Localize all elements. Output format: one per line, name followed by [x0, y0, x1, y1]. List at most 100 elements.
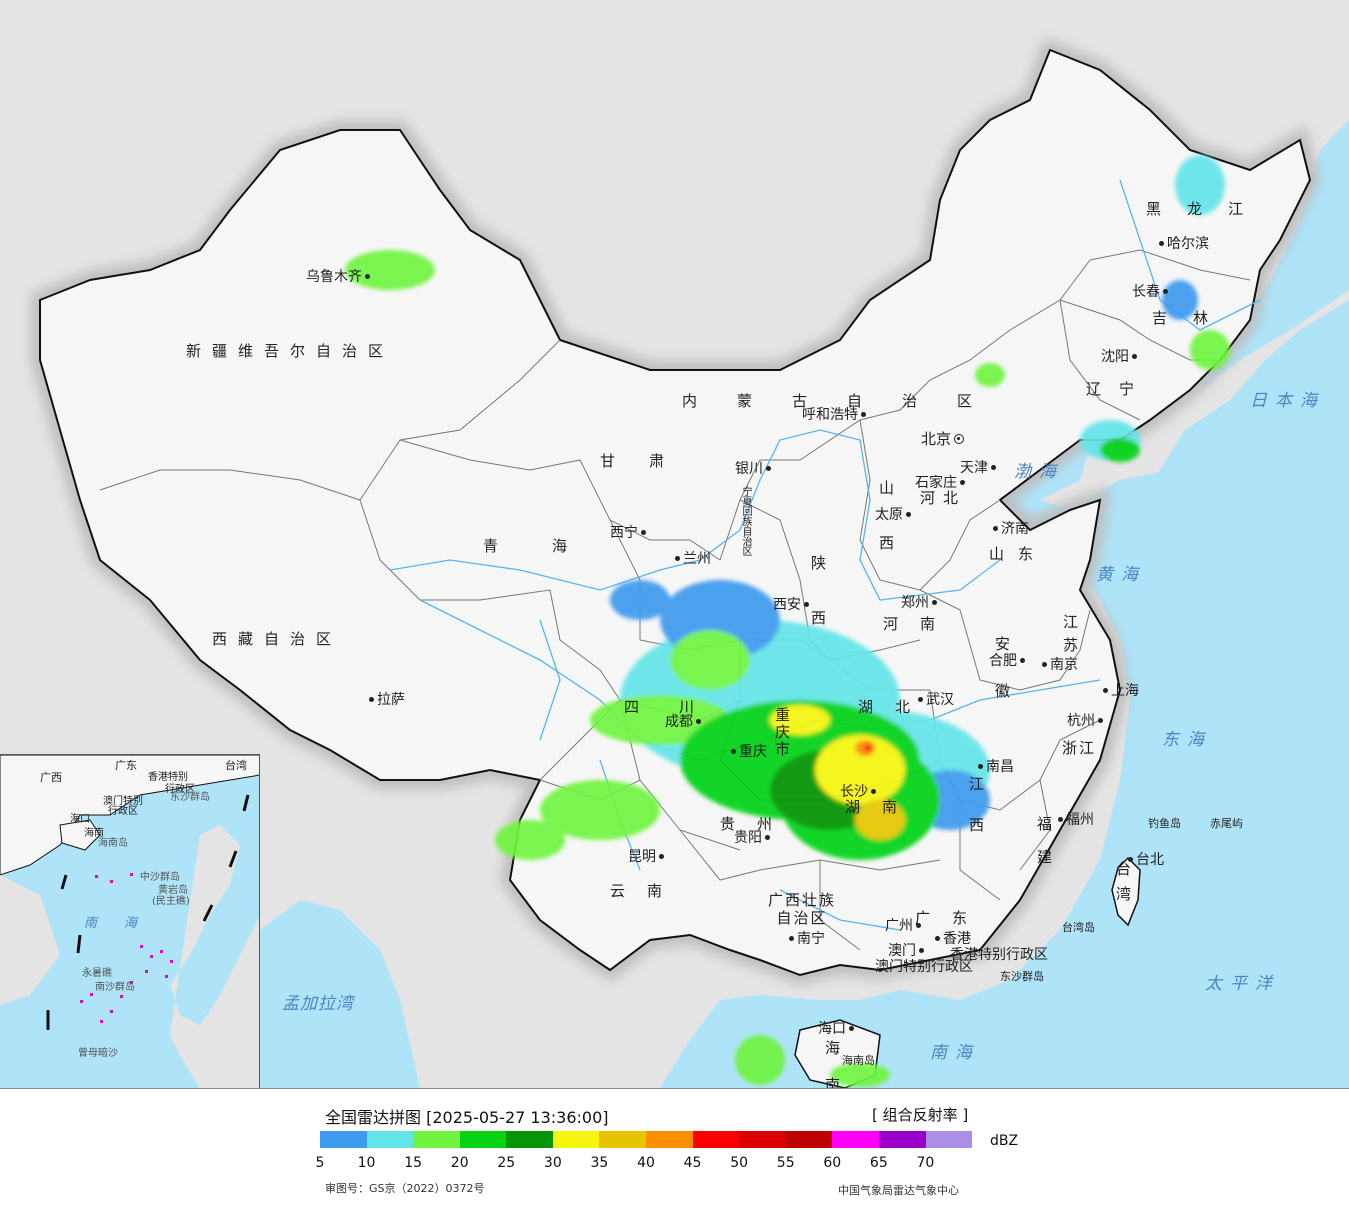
color-swatch — [692, 1131, 740, 1148]
city-lhasa: 拉萨 — [366, 693, 405, 707]
inset-label-nansha: 南沙群岛 — [95, 982, 135, 993]
city-dot-icon — [861, 411, 866, 417]
sea-label-japan: 日本海 — [1250, 391, 1325, 411]
city-xining: 西宁 — [610, 526, 649, 540]
city-label: 南昌 — [986, 759, 1014, 775]
inset-label-hai: 海 — [124, 916, 138, 931]
city-beijing: 北京 — [921, 432, 967, 447]
sea-label-bengal: 孟加拉湾 — [282, 994, 354, 1014]
region-heilongjiang: 黑龙江 — [1146, 200, 1270, 218]
color-swatch — [785, 1131, 833, 1148]
taiwan-island — [1111, 856, 1141, 927]
inset-label-hainan: 海南 — [84, 828, 104, 839]
city-wuhan: 武汉 — [915, 693, 954, 707]
color-swatch — [739, 1131, 786, 1148]
city-taiyuan: 太原 — [875, 508, 914, 522]
legend-unit: dBZ — [990, 1133, 1019, 1149]
city-dot-icon — [935, 935, 940, 941]
inset-label-nan: 南 — [84, 916, 98, 931]
city-nanning: 南宁 — [786, 932, 825, 946]
sea-label-bohai: 渤海 — [1014, 462, 1064, 482]
region-shaanxi: 陕西 — [809, 555, 827, 665]
inset-canvas — [0, 755, 259, 1088]
city-label: 台北 — [1136, 852, 1164, 868]
region-tibet: 西藏自治区 — [212, 630, 343, 648]
city-label: 贵阳 — [734, 830, 762, 846]
city-nanchang: 南昌 — [975, 760, 1014, 774]
city-label: 福州 — [1066, 812, 1094, 828]
city-label: 香港 — [943, 931, 971, 947]
scale-tick-label: 65 — [869, 1155, 888, 1171]
scale-tick-label: 50 — [730, 1155, 749, 1171]
sea-label-south: 南海 — [930, 1043, 980, 1063]
review-number: 审图号：GS京（2022）0372号 — [325, 1182, 485, 1195]
inset-label-hainan-island: 海南岛 — [98, 838, 128, 849]
city-shanghai: 上海 — [1100, 684, 1139, 698]
region-neimenggu: 内蒙古自治区 — [682, 392, 1013, 410]
inset-label-guangdong: 广东 — [115, 759, 137, 772]
city-jinan: 济南 — [990, 522, 1029, 536]
label-taiwan-island: 台湾岛 — [1062, 921, 1095, 934]
region-hunan: 湖南 — [845, 798, 920, 816]
city-dot-icon — [789, 935, 794, 941]
color-scale-ticks: 5 10 15 20 25 30 35 40 45 50 55 60 65 70 — [0, 1155, 1349, 1173]
city-dot-icon — [991, 464, 996, 470]
sea-bengal — [260, 900, 420, 1088]
city-dot-icon — [1042, 661, 1047, 667]
city-label: 重庆 — [739, 744, 767, 760]
city-dot-icon — [369, 696, 374, 702]
data-source: 中国气象局雷达气象中心 — [838, 1184, 959, 1197]
city-changsha: 长沙 — [840, 785, 879, 799]
city-urumqi: 乌鲁木齐 — [306, 270, 373, 284]
city-dot-icon — [765, 834, 770, 840]
region-gansu: 甘肃 — [600, 452, 699, 470]
sea-label-yellow: 黄海 — [1096, 565, 1146, 585]
region-shandong: 山东 — [989, 545, 1048, 563]
city-chongqing: 重庆 — [728, 745, 767, 759]
city-dot-icon — [641, 529, 646, 535]
city-hohhot: 呼和浩特 — [802, 408, 869, 422]
color-swatch — [925, 1131, 973, 1148]
inset-label-yongshu: 永暑礁 — [82, 968, 112, 979]
inset-label-huangyan: 黄岩岛 — [158, 885, 188, 896]
city-macau: 澳门 — [888, 944, 927, 958]
inset-label-hk: 香港特别 — [148, 772, 188, 783]
region-shanxi: 山西 — [877, 480, 895, 590]
legend-panel: 全国雷达拼图 [2025-05-27 13:36:00] [ 组合反射率 ] d… — [0, 1089, 1349, 1208]
color-swatch — [646, 1131, 693, 1148]
inset-label-minzhu: (民主礁) — [152, 896, 190, 907]
scale-tick-label: 70 — [916, 1155, 935, 1171]
city-dot-icon — [1103, 687, 1108, 693]
city-haikou: 海口 — [818, 1022, 857, 1036]
sea-label-east: 东海 — [1162, 730, 1212, 750]
sea-label-pacific: 太平洋 — [1205, 974, 1280, 994]
scale-tick-label: 5 — [315, 1155, 325, 1171]
city-label: 广州 — [885, 918, 913, 934]
scale-tick-label: 20 — [450, 1155, 469, 1171]
city-shenyang: 沈阳 — [1101, 350, 1140, 364]
inset-label-dongsha: 东沙群岛 — [170, 792, 210, 803]
city-label: 济南 — [1001, 521, 1029, 537]
label-dongsha: 东沙群岛 — [1000, 970, 1044, 983]
city-dot-icon — [871, 788, 876, 794]
color-swatch — [459, 1131, 507, 1148]
region-xinjiang: 新疆维吾尔自治区 — [186, 342, 395, 360]
region-zhejiang: 浙江 — [1062, 739, 1097, 757]
city-guiyang: 贵阳 — [734, 831, 773, 845]
color-scale-bar — [320, 1131, 973, 1148]
region-sichuan: 四川 — [624, 698, 735, 716]
inset-label-taiwan: 台湾 — [225, 759, 247, 772]
city-label: 沈阳 — [1101, 349, 1129, 365]
inset-label-macau-2: 行政区 — [108, 806, 138, 817]
region-hainan: 海南 — [823, 1040, 841, 1089]
city-label: 太原 — [875, 507, 903, 523]
city-dot-icon — [766, 465, 771, 471]
scale-tick-label: 60 — [823, 1155, 842, 1171]
city-dot-icon — [918, 696, 923, 702]
region-yunnan: 云南 — [610, 882, 685, 900]
city-taipei: 台北 — [1125, 853, 1164, 867]
color-swatch — [413, 1131, 460, 1148]
color-swatch — [320, 1131, 367, 1148]
region-chongqing: 重庆市 — [773, 707, 791, 758]
legend-title: 全国雷达拼图 [2025-05-27 13:36:00] — [325, 1108, 609, 1127]
